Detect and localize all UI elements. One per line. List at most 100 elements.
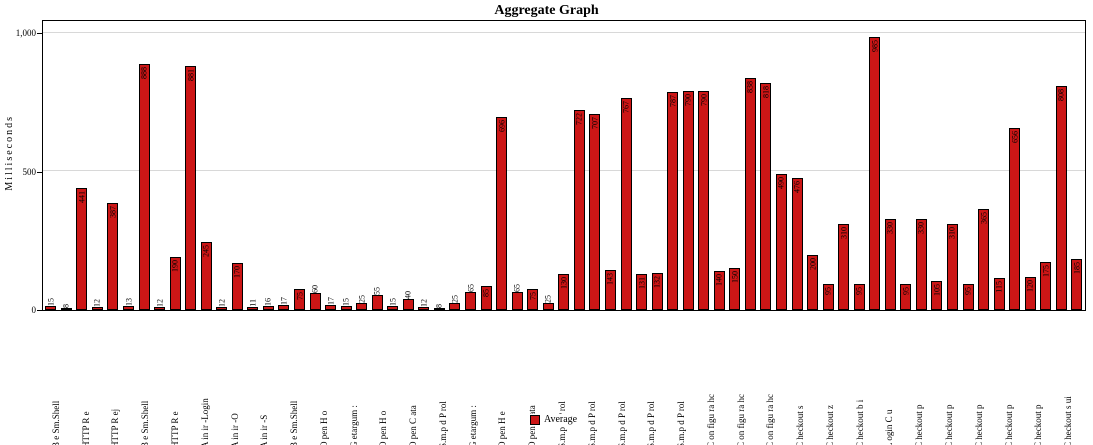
bar-slot: 120 bbox=[1024, 277, 1036, 310]
bar: 310 bbox=[946, 224, 958, 310]
bar: 95 bbox=[822, 284, 834, 310]
bar-value-label: 75 bbox=[528, 292, 538, 300]
bar: 490 bbox=[775, 174, 787, 310]
bar: 131 bbox=[636, 274, 648, 310]
bar-slot: 132 bbox=[651, 273, 663, 310]
bar-value-label: 17 bbox=[326, 297, 336, 305]
bar-slot: 17 bbox=[278, 297, 290, 310]
bar-slot: 25 bbox=[356, 295, 368, 310]
bar-slot: 330 bbox=[915, 219, 927, 310]
bar-slot: 15 bbox=[340, 298, 352, 310]
bar-value-label: 175 bbox=[1041, 265, 1051, 277]
bar-value-label: 95 bbox=[854, 287, 864, 295]
x-tick-label: O pen C ata bbox=[527, 405, 538, 445]
bar: 75 bbox=[294, 289, 306, 310]
bar-value-label: 790 bbox=[683, 94, 693, 106]
x-tick-label: B e Sm.Shell bbox=[140, 400, 151, 445]
bar-slot: 11 bbox=[247, 299, 259, 310]
y-tick-label: 1,000 bbox=[15, 28, 36, 38]
bar-slot: 105 bbox=[931, 281, 943, 310]
bar-value-label: 16 bbox=[263, 298, 273, 306]
bar-value-label: 143 bbox=[605, 273, 615, 285]
bar-value-label: 387 bbox=[108, 206, 118, 218]
bar: 365 bbox=[978, 209, 990, 310]
bar-slot: 65 bbox=[465, 284, 477, 310]
x-tick-label: G etargum : bbox=[467, 405, 478, 445]
bar-slot: 60 bbox=[309, 285, 321, 310]
bar-value-label: 60 bbox=[310, 285, 320, 293]
bar-slot: 12 bbox=[216, 299, 228, 310]
bar: 185 bbox=[1071, 259, 1083, 310]
x-tick-label: B e Sm.Shell bbox=[289, 400, 300, 445]
bar-slot: 365 bbox=[978, 209, 990, 310]
bar: 838 bbox=[744, 78, 756, 310]
plot-area: 15 8 441 12 387 13 888 12 190 881 245 12 170 11 16 17 75… bbox=[42, 20, 1086, 311]
bar: 17 bbox=[325, 297, 337, 310]
x-tick-label: C heckout z bbox=[824, 405, 835, 445]
bar-value-label: 85 bbox=[481, 289, 491, 297]
x-tick-label: C heckout p bbox=[973, 404, 984, 445]
y-tick-label: 500 bbox=[22, 166, 37, 177]
bar-value-label: 40 bbox=[403, 291, 413, 299]
bar-slot: 696 bbox=[496, 117, 508, 310]
bar-value-label: 12 bbox=[419, 299, 429, 307]
bar-value-label: 12 bbox=[92, 299, 102, 307]
legend: Average bbox=[528, 414, 580, 425]
x-tick-label: A in ir -Login bbox=[199, 398, 210, 445]
x-tick-label: G etargum : bbox=[348, 405, 359, 445]
bar-value-label: 767 bbox=[621, 101, 631, 113]
bar-slot: 15 bbox=[387, 298, 399, 310]
x-tick-label: O pen H o bbox=[378, 410, 389, 445]
bar-value-label: 838 bbox=[745, 81, 755, 93]
gridline-500 bbox=[43, 170, 1085, 171]
bar: 75 bbox=[527, 289, 539, 310]
bar: 12 bbox=[216, 299, 228, 310]
bar: 12 bbox=[418, 299, 430, 310]
bar: 60 bbox=[309, 285, 321, 310]
bar: 441 bbox=[76, 188, 88, 310]
bar: 65 bbox=[465, 284, 477, 310]
bar-slot: 131 bbox=[636, 274, 648, 310]
bar-slot: 170 bbox=[231, 263, 243, 310]
bar: 95 bbox=[962, 284, 974, 310]
bar-slot: 25 bbox=[449, 295, 461, 310]
bar-value-label: 150 bbox=[730, 271, 740, 283]
bar: 95 bbox=[853, 284, 865, 310]
bar: 888 bbox=[138, 64, 150, 310]
y-tick-mark bbox=[37, 310, 42, 311]
bar: 65 bbox=[511, 284, 523, 310]
bar-slot: 330 bbox=[884, 219, 896, 310]
bar: 150 bbox=[729, 268, 741, 310]
bar: 15 bbox=[45, 298, 57, 310]
x-tick-label: C heckout b i bbox=[854, 399, 865, 445]
bar-value-label: 105 bbox=[932, 284, 942, 296]
bar-slot: 185 bbox=[1071, 259, 1083, 310]
x-tick-label: S.m.p d P rol bbox=[646, 401, 657, 445]
bar-slot: 130 bbox=[558, 274, 570, 310]
bar-value-label: 190 bbox=[170, 260, 180, 272]
bar: 656 bbox=[1009, 128, 1021, 310]
bar-slot: 85 bbox=[480, 286, 492, 310]
bar: 11 bbox=[247, 299, 259, 310]
bar-value-label: 130 bbox=[559, 277, 569, 289]
bar-value-label: 985 bbox=[870, 40, 880, 52]
bar-slot: 838 bbox=[744, 78, 756, 310]
y-tick-label: 0 bbox=[31, 305, 37, 315]
bar-slot: 13 bbox=[123, 298, 134, 310]
bar-value-label: 25 bbox=[450, 295, 460, 303]
bar-value-label: 787 bbox=[668, 95, 678, 107]
bar-slot: 95 bbox=[853, 284, 865, 310]
bar: 95 bbox=[900, 284, 912, 310]
bar: 15 bbox=[387, 298, 399, 310]
bar: 12 bbox=[154, 299, 166, 310]
bar-value-label: 8 bbox=[61, 304, 71, 308]
bar-slot: 95 bbox=[962, 284, 974, 310]
bar: 13 bbox=[123, 298, 134, 310]
bar-value-label: 330 bbox=[885, 222, 895, 234]
bar-value-label: 12 bbox=[217, 299, 227, 307]
bar: 12 bbox=[91, 299, 103, 310]
x-tick-label: C on figu ra hc bbox=[705, 394, 716, 445]
bar-value-label: 881 bbox=[186, 69, 196, 81]
bar-slot: 12 bbox=[154, 299, 166, 310]
